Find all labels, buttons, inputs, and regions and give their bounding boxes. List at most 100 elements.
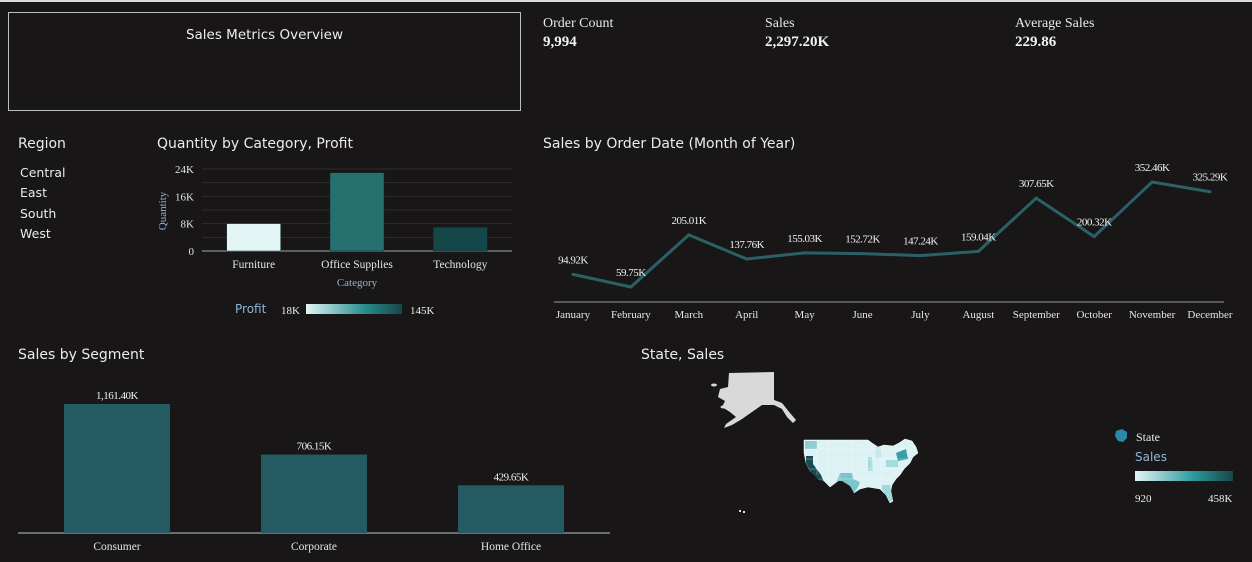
region-item-west[interactable]: West <box>20 226 51 242</box>
x-tick-label: March <box>674 309 703 321</box>
x-tick-label: February <box>611 309 651 321</box>
data-label: 1,161.40K <box>96 390 139 402</box>
data-label: 307.65K <box>1019 178 1054 190</box>
x-tick-label: September <box>1013 309 1060 321</box>
data-point-november <box>1150 180 1154 184</box>
data-label: 706.15K <box>297 441 332 453</box>
state-new-york <box>896 449 908 461</box>
bar-corporate <box>261 454 367 533</box>
kpi-value: 9,994 <box>543 34 577 50</box>
y-tick-label: 16K <box>175 191 194 203</box>
region-filter-list: Central East South West <box>20 163 66 245</box>
alaska-island <box>711 383 717 387</box>
x-tick-label: Office Supplies <box>321 259 393 271</box>
x-tick-label: Corporate <box>291 541 337 553</box>
dashboard-title-panel: Sales Metrics Overview <box>8 12 521 111</box>
x-tick-label: July <box>911 309 930 321</box>
kpi-order-count: Order Count 9,994 <box>543 16 613 51</box>
y-tick-label: 24K <box>175 164 194 176</box>
data-label: 200.32K <box>1077 217 1112 229</box>
data-label: 205.01K <box>671 215 706 227</box>
state-hawaii <box>739 510 741 512</box>
sales-by-month-chart: 94.92K January 59.75K February 205.01K March 1… <box>554 162 1233 321</box>
map-legend-gradient <box>1135 471 1233 481</box>
sales-by-segment-chart: 1,161.40K Consumer 706.15K Corporate 429.65K… <box>18 390 610 553</box>
region-filter-title: Region <box>18 136 66 152</box>
x-tick-label: April <box>735 309 758 321</box>
data-label: 325.29K <box>1193 172 1228 184</box>
data-point-december <box>1208 190 1212 194</box>
kpi-average-sales: Average Sales 229.86 <box>1015 16 1094 51</box>
us-state-map[interactable] <box>700 367 930 527</box>
dashboard-title: Sales Metrics Overview <box>185 27 344 43</box>
x-tick-label: October <box>1076 309 1112 321</box>
x-tick-label: Furniture <box>232 259 275 271</box>
map-legend-sales: Sales <box>1135 450 1167 464</box>
data-point-may <box>803 251 807 255</box>
bar-home-office <box>458 485 564 533</box>
state-florida <box>882 485 893 502</box>
y-tick-label: 0 <box>189 246 195 258</box>
data-point-february <box>629 285 633 289</box>
region-item-central[interactable]: Central <box>20 165 66 180</box>
kpi-value: 2,297.20K <box>765 34 830 50</box>
quantity-chart-title: Quantity by Category, Profit <box>157 136 353 152</box>
bar-office-supplies <box>329 172 385 252</box>
profit-legend-max: 145K <box>410 305 435 317</box>
state-hawaii <box>743 511 745 513</box>
state-alaska <box>718 372 796 428</box>
state-shape-icon <box>1115 429 1127 442</box>
lower-48-states <box>803 438 919 504</box>
x-tick-label: January <box>556 309 591 321</box>
data-point-april <box>745 257 749 261</box>
state-illinois <box>868 457 873 471</box>
data-label: 352.46K <box>1135 162 1170 174</box>
data-point-september <box>1034 196 1038 200</box>
profit-legend-min: 18K <box>281 305 300 317</box>
data-label: 137.76K <box>729 239 764 251</box>
data-label: 159.04K <box>961 231 996 243</box>
x-axis-label: Category <box>337 277 378 289</box>
state-texas <box>837 473 860 493</box>
map-legend-max: 458K <box>1208 493 1233 505</box>
data-label: 147.24K <box>903 236 938 248</box>
profit-legend-gradient <box>306 304 402 314</box>
bar-furniture <box>226 223 281 252</box>
data-point-october <box>1092 235 1096 239</box>
x-tick-label: August <box>962 309 994 321</box>
data-point-july <box>918 254 922 258</box>
y-axis-label: Quantity <box>157 191 169 230</box>
data-point-march <box>687 233 691 237</box>
x-tick-label: Home Office <box>481 541 541 553</box>
region-item-south[interactable]: South <box>20 205 57 221</box>
map-legend-min: 920 <box>1135 493 1152 505</box>
bar-technology <box>433 227 488 252</box>
state-michigan <box>875 447 882 459</box>
state-borders <box>804 441 910 485</box>
x-tick-label: November <box>1129 309 1176 321</box>
map-title: State, Sales <box>641 347 725 363</box>
alaska-island <box>720 405 726 409</box>
data-label: 59.75K <box>616 267 646 279</box>
data-point-january <box>571 272 575 276</box>
profit-legend-label: Profit <box>235 302 267 316</box>
kpi-label: Order Count <box>543 16 614 31</box>
x-tick-label: Consumer <box>93 541 140 553</box>
sales-line <box>572 180 1211 289</box>
y-tick-label: 8K <box>181 219 195 231</box>
sales-month-title: Sales by Order Date (Month of Year) <box>543 136 796 152</box>
x-tick-label: May <box>795 309 816 321</box>
data-label: 152.72K <box>845 234 880 246</box>
kpi-sales: Sales 2,297.20K <box>765 16 829 51</box>
state-pennsylvania <box>886 460 898 467</box>
data-label: 155.03K <box>787 233 822 245</box>
data-label: 429.65K <box>494 471 529 483</box>
data-label: 94.92K <box>558 254 588 266</box>
data-point-august <box>976 249 980 253</box>
state-washington <box>805 441 817 449</box>
x-tick-label: June <box>852 309 872 321</box>
region-item-east[interactable]: East <box>20 185 47 201</box>
data-point-june <box>861 252 865 256</box>
bar-consumer <box>64 404 170 533</box>
quantity-by-category-chart: 0 8K 16K 24K Quantity Furniture Office Supplie… <box>157 164 512 289</box>
